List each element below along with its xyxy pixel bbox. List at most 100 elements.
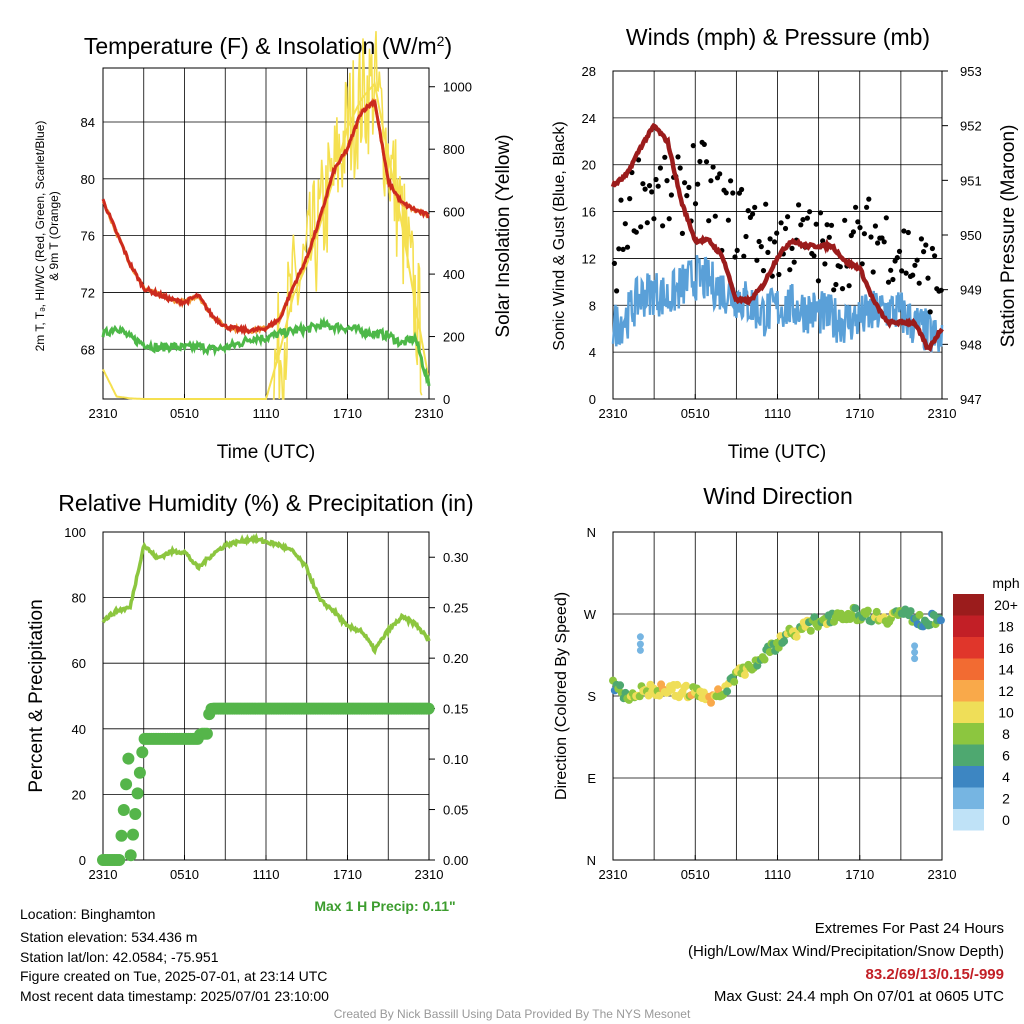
created-text: Figure created on Tue, 2025-07-01, at 23… xyxy=(20,968,328,984)
gust-point xyxy=(888,267,894,273)
precip-point xyxy=(136,746,149,759)
wind-y-tick-label: 12 xyxy=(582,251,596,266)
precip-point xyxy=(113,854,126,866)
extremes-title: Extremes For Past 24 Hours xyxy=(814,920,1004,937)
gust-point xyxy=(758,244,764,250)
temp-y-tick-label: 72 xyxy=(81,285,95,300)
wind-direction-outlier xyxy=(636,646,644,654)
gust-point xyxy=(782,225,789,232)
gust-point xyxy=(879,235,885,241)
rh-y-tick-label: 80 xyxy=(72,591,86,606)
station-pressure-line xyxy=(610,122,944,352)
solar-insolation-spikes xyxy=(272,31,423,400)
wind-direction-point xyxy=(780,637,789,646)
speed-legend-label: 18 xyxy=(998,619,1014,635)
rh-chart-title: Relative Humidity (%) & Precipitation (i… xyxy=(58,490,473,516)
gust-point xyxy=(817,210,824,216)
gust-point xyxy=(868,234,874,240)
gust-point xyxy=(932,253,938,259)
gust-point xyxy=(828,222,835,228)
wind-x-axis-label: Time (UTC) xyxy=(728,442,827,463)
x-tick-label-2: 2310 xyxy=(599,406,628,421)
gust-point xyxy=(644,220,650,226)
gust-point xyxy=(750,211,756,217)
gust-point xyxy=(925,275,931,281)
gust-point xyxy=(896,248,903,254)
gust-point xyxy=(916,280,922,286)
wind-y-axis-label: Sonic Wind & Gust (Blue, Black) xyxy=(551,121,568,350)
gust-point xyxy=(728,178,734,184)
direction-y-tick-label: W xyxy=(584,607,597,622)
speed-legend-label: 10 xyxy=(998,705,1014,721)
gust-point xyxy=(638,224,644,230)
precip-point xyxy=(117,804,130,816)
gust-point xyxy=(875,240,881,246)
speed-legend-swatch xyxy=(953,723,984,745)
dewpoint-line xyxy=(101,316,431,387)
elevation-text: Station elevation: 534.436 m xyxy=(20,929,198,945)
x-tick-label-3: 2310 xyxy=(415,867,444,882)
gust-point xyxy=(776,271,782,278)
gust-point xyxy=(655,183,661,189)
gust-point xyxy=(695,181,701,187)
gust-point xyxy=(649,189,655,195)
gust-point xyxy=(732,254,738,260)
gust-point xyxy=(763,201,769,207)
latlon-text: Station lat/lon: 42.0584; -75.951 xyxy=(20,949,219,965)
gust-point xyxy=(646,183,653,189)
gust-point xyxy=(826,234,832,240)
x-tick-label-4: 1110 xyxy=(764,867,791,882)
gust-point xyxy=(692,201,699,207)
wind-direction-point xyxy=(906,607,915,616)
wind-chart-title: Winds (mph) & Pressure (mb) xyxy=(626,24,930,50)
rh-y-tick-label: 0 xyxy=(79,853,86,868)
temp-2m-line xyxy=(101,99,430,337)
gust-point xyxy=(824,222,830,228)
speed-legend-swatch xyxy=(953,787,984,809)
pressure-y2-tick-label: 947 xyxy=(960,392,982,407)
temp-chart-title: Temperature (F) & Insolation (W/m2) xyxy=(84,33,452,59)
gust-point xyxy=(883,215,889,221)
gust-point xyxy=(785,214,791,220)
gust-point xyxy=(754,257,760,263)
wind-y-tick-label: 24 xyxy=(582,111,596,126)
precip-point xyxy=(131,787,144,800)
speed-legend-swatch xyxy=(953,594,984,616)
wind-direction-outlier xyxy=(636,640,644,648)
gust-point xyxy=(811,253,817,259)
gust-point xyxy=(725,217,732,223)
gust-point xyxy=(857,225,863,231)
wind-direction-outlier xyxy=(636,633,644,641)
gust-point xyxy=(611,260,618,266)
relative-humidity-line xyxy=(101,532,431,656)
gust-point xyxy=(929,245,936,252)
wind-y-tick-label: 20 xyxy=(582,158,596,173)
gust-point xyxy=(864,204,870,210)
gust-point xyxy=(664,178,670,184)
gust-point xyxy=(778,220,784,226)
speed-legend-label: 4 xyxy=(1002,769,1010,785)
pressure-y2-tick-label: 948 xyxy=(960,337,982,352)
gust-point xyxy=(684,193,690,199)
wind-y-tick-label: 4 xyxy=(589,345,596,360)
direction-y-tick-label: N xyxy=(587,525,596,540)
gust-point xyxy=(620,246,626,252)
gust-point xyxy=(921,249,927,255)
gust-point xyxy=(774,230,780,236)
gust-point xyxy=(850,229,857,235)
gust-point xyxy=(923,242,929,248)
speed-legend-label: 20+ xyxy=(994,597,1018,613)
gust-point xyxy=(914,257,920,263)
gust-point xyxy=(677,165,683,171)
gust-point xyxy=(789,245,795,251)
gust-point xyxy=(730,190,736,196)
extremes-subtitle: (High/Low/Max Wind/Precipitation/Snow De… xyxy=(688,943,1004,960)
wind-direction-outlier xyxy=(911,648,919,656)
gust-point xyxy=(697,158,703,165)
precip-y2-tick-label: 0.15 xyxy=(443,702,468,717)
precip-point xyxy=(120,778,133,791)
gust-point xyxy=(651,216,657,222)
direction-chart-title: Wind Direction xyxy=(703,483,853,509)
precip-point xyxy=(200,727,213,740)
max-precip-annotation: Max 1 H Precip: 0.11" xyxy=(314,898,455,914)
